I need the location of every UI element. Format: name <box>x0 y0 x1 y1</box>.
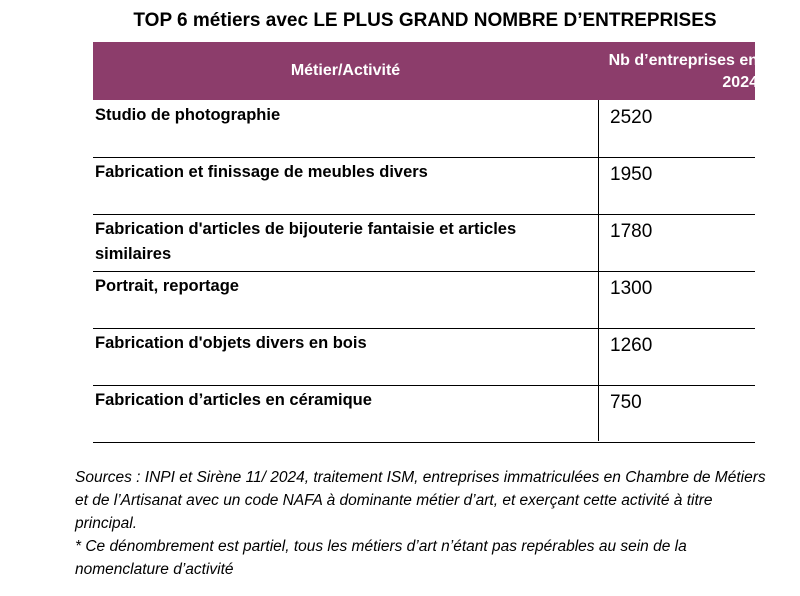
column-header: Métier/Activité <box>290 62 401 79</box>
activity-cell: Studio de photographie <box>95 106 281 124</box>
count-cell: 1260 <box>610 335 653 356</box>
count-cell: 750 <box>610 392 642 413</box>
footnote: * Ce dénombrement est partiel, tous les … <box>75 538 687 578</box>
notes: Sources : INPI et Sirène 11/ 2024, trait… <box>75 466 775 581</box>
column-divider <box>598 100 599 441</box>
title: TOP 6 métiers avec LE PLUS GRAND NOMBRE … <box>133 10 717 31</box>
row-divider <box>93 214 755 215</box>
activity-cell: Fabrication d'articles de bijouterie fan… <box>95 220 517 263</box>
activity-cell: Portrait, reportage <box>95 277 239 295</box>
count-cell: 1950 <box>610 164 653 185</box>
count-cell: 2520 <box>610 107 653 128</box>
row-divider <box>93 157 755 158</box>
count-cell: 1780 <box>610 221 653 242</box>
activity-cell: Fabrication et finissage de meubles dive… <box>95 163 428 181</box>
sources: Sources : INPI et Sirène 11/ 2024, trait… <box>75 469 766 532</box>
count-cell: 1300 <box>610 278 653 299</box>
activity-cell: Fabrication d’articles en céramique <box>95 391 372 409</box>
row-divider <box>93 442 755 443</box>
row-divider <box>93 385 755 386</box>
row-divider <box>93 271 755 272</box>
column-header: Nb d’entreprises en 2024 <box>608 52 758 91</box>
table-header <box>93 42 755 100</box>
row-divider <box>93 328 755 329</box>
activity-cell: Fabrication d'objets divers en bois <box>95 334 367 352</box>
